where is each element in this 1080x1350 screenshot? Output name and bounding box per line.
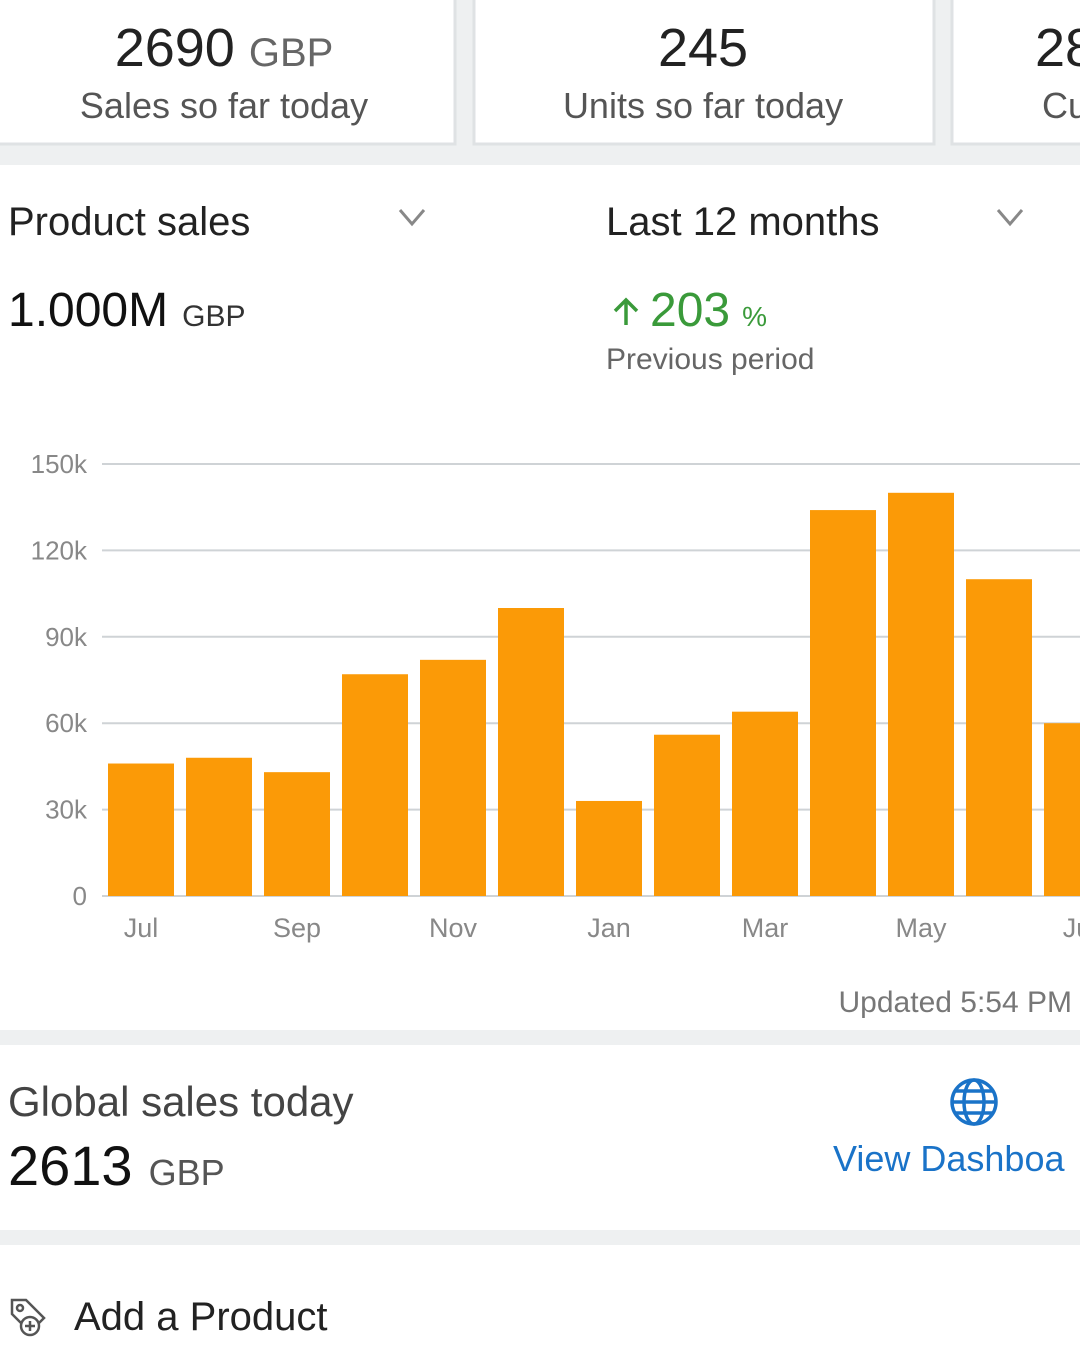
- x-tick-label: Jul: [124, 913, 159, 943]
- card-label: Cu: [1042, 85, 1080, 126]
- summary-card[interactable]: [472, 0, 936, 146]
- card-value: 245: [658, 18, 748, 78]
- add-product[interactable]: Add a Product: [74, 1295, 328, 1339]
- chevron[interactable]: [996, 209, 1024, 227]
- x-tick-label: Sep: [273, 913, 321, 943]
- change-value: 203: [650, 284, 730, 337]
- card-label: Sales so far today: [80, 85, 368, 126]
- tag-icon[interactable]: [10, 1298, 46, 1337]
- bar-chart: 0 30k 60k 90k 120k 150k Jul Sep Nov Jan Mar May Ju: [31, 449, 1080, 943]
- global-sales-label: Global sales today: [8, 1078, 354, 1125]
- unit: GBP: [249, 31, 333, 75]
- bar: [420, 659, 486, 896]
- bar: [732, 711, 798, 896]
- separator: [0, 1230, 1080, 1245]
- bar: [654, 734, 720, 896]
- bar: [576, 800, 642, 896]
- metric-dropdown[interactable]: Product sales: [8, 200, 250, 244]
- y-tick-label: 150k: [31, 449, 88, 479]
- bar: [498, 608, 564, 896]
- change-label: Previous period: [606, 343, 814, 376]
- bar: [966, 579, 1032, 896]
- change: 203%: [650, 284, 767, 337]
- chevron[interactable]: [398, 209, 426, 227]
- updated-time: Updated 5:54 PM: [839, 986, 1072, 1019]
- value: 2690: [115, 18, 235, 78]
- card-value: 28: [1035, 18, 1080, 78]
- period-dropdown[interactable]: Last 12 months: [606, 200, 880, 244]
- total-value: 1.000M: [8, 284, 168, 337]
- summary-card[interactable]: [950, 0, 1080, 146]
- bar: [186, 757, 252, 896]
- bar: [1044, 723, 1080, 896]
- up-arrow: [613, 297, 639, 325]
- global-sales-value: 2613: [8, 1134, 133, 1197]
- total-unit: GBP: [182, 300, 245, 333]
- global-sales-unit: GBP: [149, 1152, 225, 1193]
- card-label: Units so far today: [563, 85, 843, 126]
- y-tick-label: 0: [73, 881, 87, 911]
- x-tick-label: Ju: [1063, 913, 1080, 943]
- bar: [108, 763, 174, 896]
- bar: [888, 492, 954, 896]
- y-tick-label: 30k: [45, 795, 88, 825]
- card-value: 2690 GBP: [115, 18, 334, 78]
- globe-icon[interactable]: [950, 1078, 998, 1126]
- total: 1.000M GBP: [8, 284, 245, 337]
- global-sales: 2613 GBP: [8, 1134, 225, 1197]
- x-tick-label: Mar: [742, 913, 789, 943]
- bar: [264, 772, 330, 896]
- change-unit: %: [742, 301, 767, 332]
- view-dashboard-link[interactable]: View Dashboa: [833, 1138, 1065, 1179]
- y-tick-label: 60k: [45, 708, 88, 738]
- separator: [0, 1030, 1080, 1045]
- x-tick-label: Nov: [429, 913, 478, 943]
- y-tick-label: 120k: [31, 535, 88, 565]
- x-tick-label: May: [895, 913, 947, 943]
- summary-card[interactable]: [0, 0, 457, 146]
- bar: [342, 674, 408, 896]
- bar: [810, 510, 876, 896]
- x-tick-label: Jan: [587, 913, 631, 943]
- y-tick-label: 90k: [45, 622, 88, 652]
